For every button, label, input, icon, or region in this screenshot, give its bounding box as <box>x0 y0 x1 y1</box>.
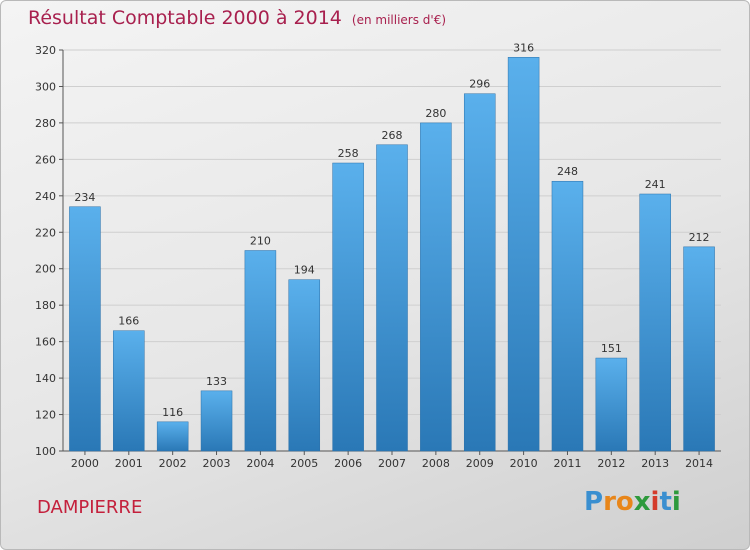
data-label-2001: 166 <box>118 315 139 328</box>
y-tick-label: 140 <box>35 372 56 385</box>
bar-2006 <box>332 162 364 452</box>
logo-letter: x <box>633 487 651 517</box>
x-tick-label-2006: 2006 <box>334 457 362 470</box>
bar-2014 <box>683 246 715 452</box>
logo-letter: o <box>615 487 634 517</box>
bar-2012 <box>595 357 628 452</box>
x-tick-label-2007: 2007 <box>378 457 406 470</box>
commune-name: DAMPIERRE <box>37 497 143 518</box>
y-tick-label: 220 <box>35 226 56 239</box>
bar-2001 <box>113 330 145 452</box>
chart-title-unit: (en milliers d'€) <box>351 13 447 27</box>
data-label-2011: 248 <box>557 165 578 178</box>
data-label-2007: 268 <box>382 129 403 142</box>
chart-title-text: Résultat Comptable 2000 à 2014 <box>28 7 342 29</box>
data-label-2010: 316 <box>513 41 534 54</box>
logo-letter: i <box>671 487 681 517</box>
logo-letter: r <box>603 487 616 517</box>
data-label-2006: 258 <box>338 147 359 160</box>
data-label-2002: 116 <box>162 406 183 419</box>
proxiti-logo: Proxiti <box>584 487 681 517</box>
x-tick-label-2013: 2013 <box>641 457 669 470</box>
y-tick-label: 320 <box>35 44 56 57</box>
x-tick-label-2001: 2001 <box>115 457 143 470</box>
bar-2004 <box>244 250 277 452</box>
x-tick-label-2014: 2014 <box>685 457 713 470</box>
bar-2000 <box>69 206 101 452</box>
bar-2013 <box>639 193 671 452</box>
bar-2003 <box>200 390 233 452</box>
x-tick-label-2003: 2003 <box>203 457 231 470</box>
data-label-2013: 241 <box>645 178 666 191</box>
data-label-2005: 194 <box>294 264 315 277</box>
x-tick-label-2010: 2010 <box>510 457 538 470</box>
chart-title: Résultat Comptable 2000 à 2014 (en millie… <box>28 7 446 29</box>
x-tick-label-2004: 2004 <box>246 457 274 470</box>
bar-2010 <box>507 57 540 452</box>
x-tick-label-2011: 2011 <box>553 457 581 470</box>
logo-letter: t <box>659 487 672 517</box>
data-label-2000: 234 <box>74 191 95 204</box>
x-tick-label-2002: 2002 <box>159 457 187 470</box>
y-tick-label: 200 <box>35 263 56 276</box>
bar-2005 <box>288 279 321 452</box>
y-tick-label: 280 <box>35 117 56 130</box>
bar-2002 <box>156 421 189 452</box>
data-label-2008: 280 <box>425 107 446 120</box>
y-tick-labels: 100 120 140 160 180 200 220 240 260 280 300 320 <box>35 44 56 458</box>
data-label-2003: 133 <box>206 375 227 388</box>
x-tick-label-2000: 2000 <box>71 457 99 470</box>
bar-2008 <box>420 122 452 452</box>
bars <box>69 57 715 452</box>
y-tick-label: 180 <box>35 299 56 312</box>
bar-2011 <box>551 180 584 452</box>
data-label-2004: 210 <box>250 235 271 248</box>
y-tick-label: 300 <box>35 80 56 93</box>
data-label-2012: 151 <box>601 342 622 355</box>
data-label-2009: 296 <box>469 78 490 91</box>
bar-2009 <box>463 93 496 452</box>
logo-letter: P <box>584 487 604 517</box>
data-label-2014: 212 <box>689 231 710 244</box>
y-tick-label: 260 <box>35 153 56 166</box>
bar-2007 <box>376 144 408 452</box>
x-tick-label-2008: 2008 <box>422 457 450 470</box>
x-tick-label-2012: 2012 <box>597 457 625 470</box>
y-tick-label: 160 <box>35 336 56 349</box>
y-tick-label: 240 <box>35 190 56 203</box>
logo-letter: i <box>650 487 660 517</box>
data-labels: 234 166 116 133 210 194 258 268 280 296 316 248 151 2… <box>74 41 709 419</box>
y-tick-label: 120 <box>35 409 56 422</box>
x-tick-label-2005: 2005 <box>290 457 318 470</box>
x-tick-labels: 2000 2001 2002 2003 2004 2005 2006 2007 2008 2009… <box>71 457 713 470</box>
y-tick-label: 100 <box>35 445 56 458</box>
x-tick-label-2009: 2009 <box>466 457 494 470</box>
